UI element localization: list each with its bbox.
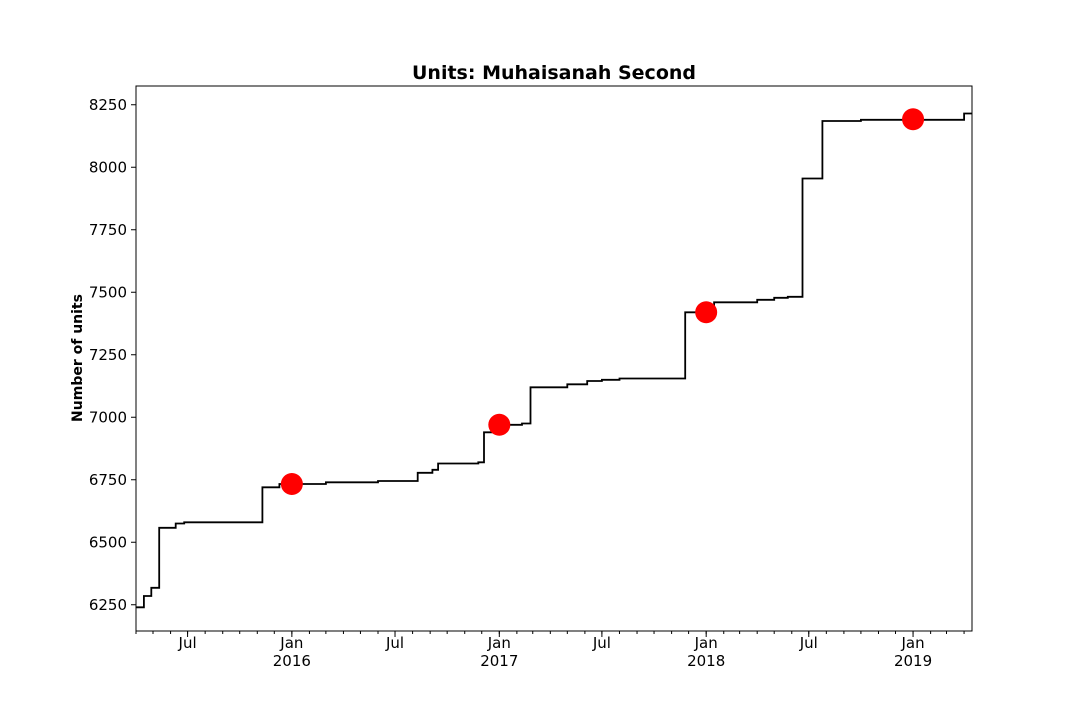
- x-tick-label: Jul: [592, 634, 611, 652]
- plot-area: 6250 6500 6750 7000 7250 7500 7750 8000 8250 Jul J…: [89, 85, 973, 670]
- x-tick-year-label: 2019: [894, 652, 932, 670]
- y-tick-label: 7750: [89, 221, 127, 239]
- x-tick-label: Jan: [487, 634, 511, 652]
- series-line: [136, 112, 972, 609]
- chart-title: Units: Muhaisanah Second: [412, 62, 696, 84]
- x-tick-label: Jan: [279, 634, 303, 652]
- x-tick-year-label: 2016: [273, 652, 311, 670]
- y-tick-label: 7250: [89, 346, 127, 364]
- y-tick-label: 6750: [89, 471, 127, 489]
- x-tick-label: Jul: [178, 634, 197, 652]
- data-point-marker: [902, 108, 925, 131]
- data-point-marker: [488, 413, 511, 436]
- y-tick-label: 7500: [89, 283, 127, 301]
- y-axis-label: Number of units: [70, 294, 86, 422]
- x-tick-label: Jan: [900, 634, 924, 652]
- y-tick-label: 8000: [89, 158, 127, 176]
- x-tick-label: Jul: [799, 634, 818, 652]
- y-tick-label: 8250: [89, 96, 127, 114]
- data-point-marker: [695, 301, 718, 324]
- x-tick-label: Jul: [385, 634, 404, 652]
- y-tick-label: 6250: [89, 596, 127, 614]
- y-tick-label: 7000: [89, 408, 127, 426]
- x-tick-year-label: 2017: [480, 652, 518, 670]
- x-tick-year-label: 2018: [687, 652, 725, 670]
- plot-frame: [135, 85, 973, 632]
- x-tick-label: Jan: [694, 634, 718, 652]
- y-tick-label: 6500: [89, 533, 127, 551]
- data-point-marker: [280, 473, 303, 495]
